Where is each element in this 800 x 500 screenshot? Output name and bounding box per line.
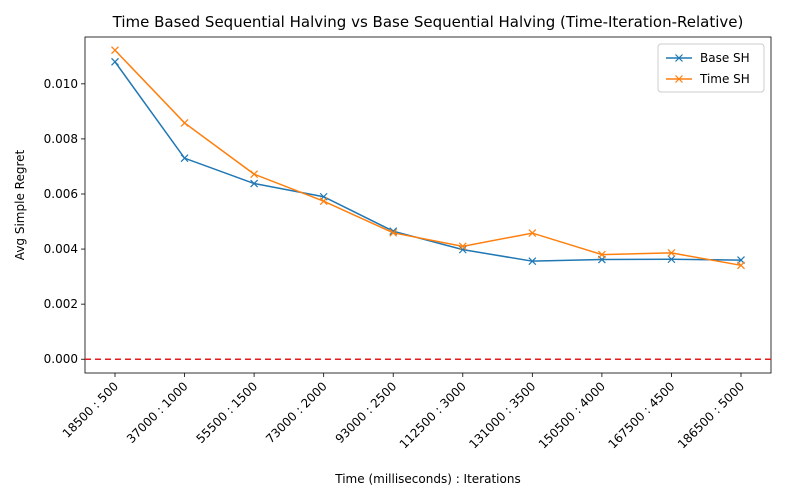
x-marker xyxy=(111,57,119,66)
legend: Base SH Time SH xyxy=(657,43,765,93)
plot-area xyxy=(84,36,772,374)
x-tick-label: 55500 : 1500 xyxy=(193,379,260,446)
y-tick-label: 0.004 xyxy=(44,242,78,256)
data-point-time-sh xyxy=(737,261,745,270)
x-tick-label: 186500 : 5000 xyxy=(675,379,747,451)
legend-label: Time SH xyxy=(699,72,750,86)
x-marker xyxy=(250,170,259,179)
x-marker xyxy=(180,154,189,163)
x-marker xyxy=(389,228,398,237)
data-point-base-sh xyxy=(111,57,119,66)
x-tick-label: 131000 : 3500 xyxy=(466,379,538,451)
data-point-base-sh xyxy=(250,179,259,188)
chart-title: Time Based Sequential Halving vs Base Se… xyxy=(112,13,744,31)
legend-item-base-sh: Base SH xyxy=(666,51,750,65)
data-point-time-sh xyxy=(319,197,328,206)
series-line-base-sh xyxy=(114,61,742,262)
x-marker xyxy=(667,248,676,257)
y-tick-label: 0.000 xyxy=(44,352,78,366)
x-marker xyxy=(250,179,259,188)
data-point-base-sh xyxy=(180,154,189,163)
y-axis-title: Avg Simple Regret xyxy=(13,150,27,261)
data-point-time-sh xyxy=(389,228,398,237)
data-point-base-sh xyxy=(667,255,676,264)
legend-item-time-sh: Time SH xyxy=(666,72,750,86)
x-tick-label: 167500 : 4500 xyxy=(605,379,677,451)
x-tick-label: 150500 : 4000 xyxy=(536,379,608,451)
y-tick-label: 0.008 xyxy=(44,132,78,146)
x-tick-label: 18500 : 500 xyxy=(60,379,121,440)
y-tick-label: 0.006 xyxy=(44,187,78,201)
x-marker xyxy=(528,257,537,266)
series-line-time-sh xyxy=(114,49,742,267)
y-tick-label: 0.002 xyxy=(44,297,78,311)
x-marker xyxy=(675,75,683,83)
x-marker xyxy=(667,255,676,264)
x-tick-label: 112500 : 3000 xyxy=(397,379,469,451)
x-marker xyxy=(111,46,119,55)
x-marker xyxy=(389,227,398,236)
x-axis-title: Time (milliseconds) : Iterations xyxy=(334,472,520,486)
data-point-time-sh xyxy=(597,250,606,259)
legend-box xyxy=(657,43,765,93)
x-marker xyxy=(458,242,467,251)
x-marker xyxy=(597,250,606,259)
x-marker xyxy=(675,54,683,62)
x-marker xyxy=(737,261,745,270)
data-point-time-sh xyxy=(458,242,467,251)
legend-label: Base SH xyxy=(700,51,750,65)
data-point-time-sh xyxy=(667,248,676,257)
data-point-base-sh xyxy=(458,245,467,254)
data-point-time-sh xyxy=(180,119,189,127)
x-marker xyxy=(319,197,328,206)
x-marker xyxy=(458,245,467,254)
y-tick-label: 0.010 xyxy=(44,77,78,91)
series-time-sh xyxy=(111,46,745,270)
data-point-base-sh xyxy=(528,257,537,266)
x-marker xyxy=(528,229,537,238)
data-point-time-sh xyxy=(111,46,119,55)
x-tick-label: 37000 : 1000 xyxy=(124,379,191,446)
data-point-time-sh xyxy=(528,229,537,238)
x-tick-label: 93000 : 2500 xyxy=(333,379,400,446)
x-tick-label: 73000 : 2000 xyxy=(263,379,330,446)
x-marker xyxy=(180,119,189,127)
data-point-time-sh xyxy=(250,170,259,179)
